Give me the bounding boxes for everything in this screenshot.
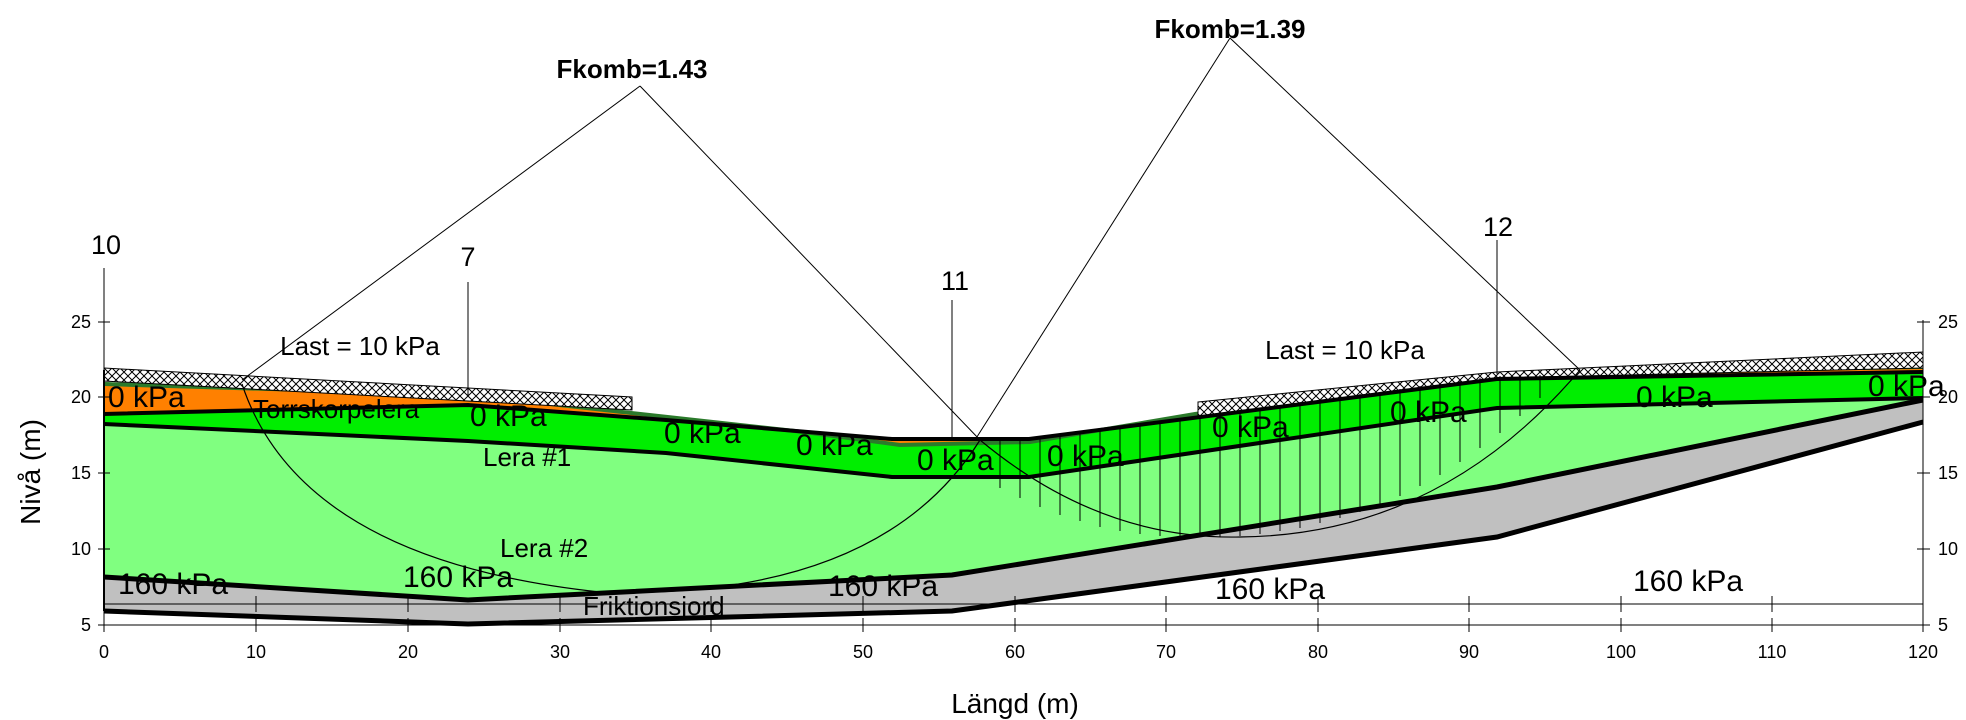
safety-factor-left: Fkomb=1.43 xyxy=(556,54,707,84)
layer-friktionsjord xyxy=(104,400,1923,624)
pressure-label-top: 0 kPa xyxy=(108,381,185,414)
y-axis-label: Nivå (m) xyxy=(15,419,46,525)
pressure-label-top: 0 kPa xyxy=(1212,411,1289,444)
y-tick-label-left: 15 xyxy=(71,463,91,483)
pressure-label-bottom: 160 kPa xyxy=(118,568,228,601)
leader-lines xyxy=(241,37,1581,441)
pressure-label-top: 0 kPa xyxy=(664,417,741,450)
x-tick-label: 40 xyxy=(701,642,721,662)
pressure-label-bottom: 160 kPa xyxy=(1633,565,1743,598)
slip-circle-right xyxy=(979,369,1581,538)
failure-zone-hatch xyxy=(999,375,1541,537)
boundary-lera1-lera2 xyxy=(103,396,1924,479)
section-label: 11 xyxy=(941,266,969,296)
pressure-label-bottom: 160 kPa xyxy=(403,561,513,594)
load-label-right: Last = 10 kPa xyxy=(1265,335,1425,365)
pressure-label-top: 0 kPa xyxy=(1636,381,1713,414)
x-tick-label: 110 xyxy=(1758,642,1787,662)
y-tick-label-right: 20 xyxy=(1938,387,1958,407)
pressure-label-top: 0 kPa xyxy=(1047,440,1124,473)
boundary-top-lera1 xyxy=(103,370,1924,441)
y-tick-label-left: 25 xyxy=(71,312,91,332)
x-tick-label: 30 xyxy=(550,642,570,662)
layer-label-lera1: Lera #1 xyxy=(483,442,571,472)
x-tick-label: 0 xyxy=(99,642,109,662)
safety-factor-right: Fkomb=1.39 xyxy=(1154,14,1305,44)
y-tick-label-right: 10 xyxy=(1938,539,1958,559)
y-tick-label-left: 5 xyxy=(81,615,91,635)
layer-label-friktionsjord: Friktionsjord xyxy=(583,591,725,621)
section-label: 12 xyxy=(1483,212,1513,242)
x-tick-label: 90 xyxy=(1459,642,1479,662)
x-tick-label: 60 xyxy=(1005,642,1025,662)
layer-lera1 xyxy=(104,372,1923,477)
x-tick-label: 20 xyxy=(398,642,418,662)
y-tick-labels-right: 5 10 15 20 25 xyxy=(1938,312,1958,635)
section-label: 10 xyxy=(91,230,121,260)
section-label: 7 xyxy=(460,242,475,272)
pressure-label-top: 0 kPa xyxy=(1868,370,1945,403)
layer-label-lera2: Lera #2 xyxy=(500,533,588,563)
load-label-left: Last = 10 kPa xyxy=(280,331,440,361)
layer-label-torrskorpelera: Torrskorpelera xyxy=(253,394,420,424)
y-tick-label-right: 25 xyxy=(1938,312,1958,332)
slip-circle-left xyxy=(241,383,981,593)
pressure-label-bottom: 160 kPa xyxy=(1215,573,1325,606)
pressure-label-top: 0 kPa xyxy=(917,444,994,477)
y-tick-label-right: 5 xyxy=(1938,615,1948,635)
x-tick-label: 80 xyxy=(1308,642,1328,662)
x-axis-label: Längd (m) xyxy=(951,688,1079,719)
x-tick-label: 50 xyxy=(853,642,873,662)
x-tick-marks xyxy=(103,618,1924,632)
x-tick-label: 70 xyxy=(1156,642,1176,662)
x-tick-label: 120 xyxy=(1908,642,1938,662)
x-tick-label: 10 xyxy=(246,642,266,662)
x-tick-labels: 0 10 20 30 40 50 60 70 80 90 100 110 120 xyxy=(99,642,1938,662)
y-tick-label-right: 15 xyxy=(1938,463,1958,483)
pressure-label-top: 0 kPa xyxy=(470,400,547,433)
pressure-label-bottom: 160 kPa xyxy=(828,570,938,603)
boundary-lera2-friktion xyxy=(103,397,1924,603)
x-tick-label: 100 xyxy=(1606,642,1636,662)
reference-ticks xyxy=(255,596,1773,612)
y-tick-label-left: 20 xyxy=(71,387,91,407)
y-tick-label-left: 10 xyxy=(71,539,91,559)
boundary-bottom xyxy=(103,419,1924,627)
y-tick-labels-left: 5 10 15 20 25 xyxy=(71,312,91,635)
pressure-label-top: 0 kPa xyxy=(1390,396,1467,429)
pressure-label-top: 0 kPa xyxy=(796,429,873,462)
y-tick-marks xyxy=(98,321,1930,626)
